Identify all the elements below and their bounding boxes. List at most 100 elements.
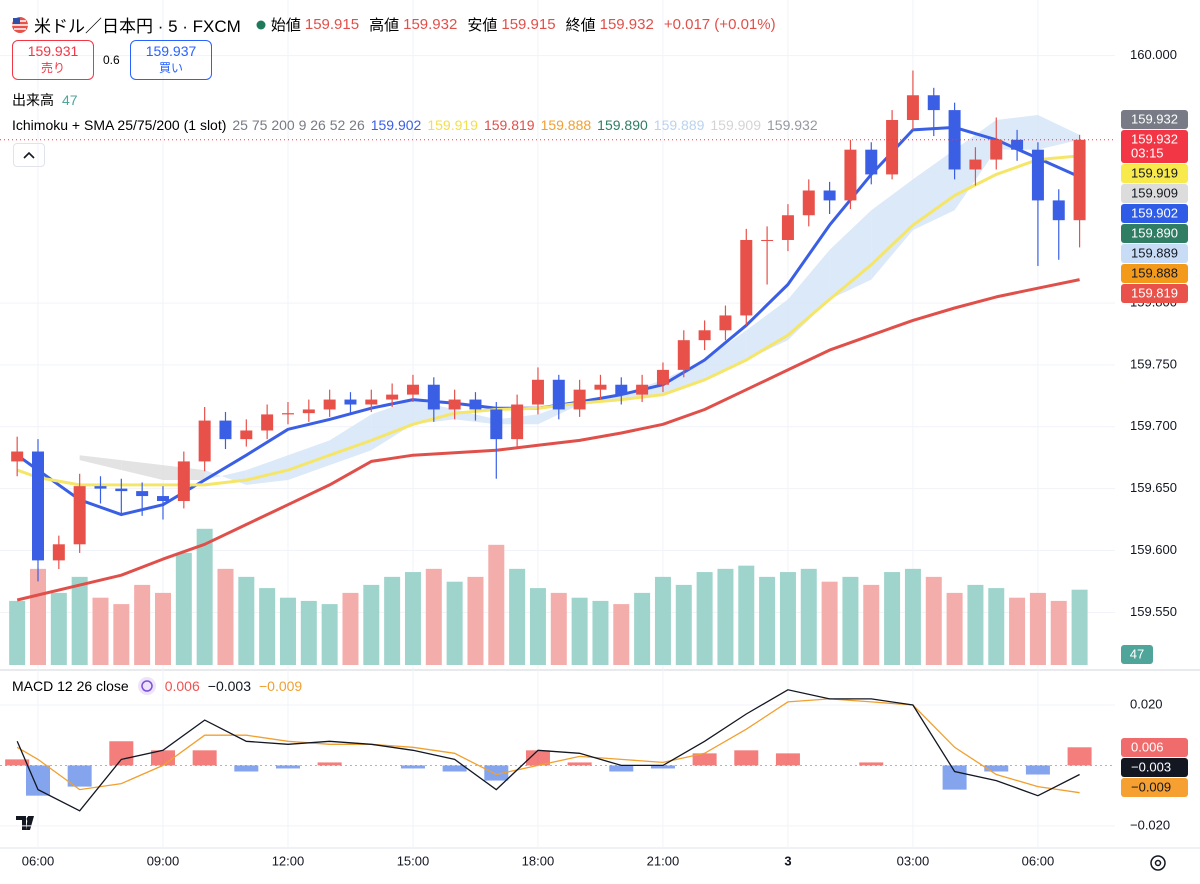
collapse-button[interactable] [13, 143, 45, 167]
volume-bar [654, 576, 671, 665]
volume-bar [529, 588, 546, 665]
candle-body [427, 384, 440, 410]
volume-bar [759, 576, 776, 665]
cloud-segment [829, 210, 872, 300]
flag-icon [12, 16, 28, 33]
volume-bar [613, 604, 630, 665]
chevron-icon [23, 151, 35, 159]
y-tick-label: 160.000 [1130, 47, 1177, 62]
volume-bar [217, 568, 234, 665]
candle-body [302, 409, 315, 414]
volume-bar [134, 584, 151, 665]
volume-bar [988, 588, 1005, 665]
macd-value: −0.003 [207, 678, 251, 694]
candle-body [365, 399, 378, 405]
candle-body [115, 488, 128, 492]
candle-body [552, 379, 565, 410]
candle-body [469, 399, 482, 410]
x-tick-label: 06:00 [22, 853, 55, 868]
candle-body [1052, 200, 1065, 221]
candle-body [323, 399, 336, 410]
buy-price: 159.937 [145, 43, 197, 59]
histogram-bar [942, 765, 967, 790]
volume-bar [384, 576, 401, 665]
histogram-bar [275, 765, 300, 769]
moving-average-line [16, 278, 1080, 602]
macd-name[interactable]: MACD 12 26 close [12, 678, 129, 694]
indicator-name[interactable]: Ichimoku + SMA 25/75/200 (1 slot) [12, 117, 227, 133]
volume-bar [675, 584, 692, 665]
histogram-bar [5, 759, 30, 766]
price-label-box [1121, 284, 1188, 303]
volume-bar [279, 597, 296, 665]
price-label: 159.902 [1131, 205, 1178, 220]
sell-price: 159.931 [27, 43, 79, 59]
volume-bar [925, 576, 942, 665]
candle-body [73, 486, 86, 545]
volume-bar [363, 584, 380, 665]
volume-label-box [1121, 645, 1153, 664]
candle-body [1011, 139, 1024, 150]
indicator-value: 159.889 [653, 117, 705, 133]
cloud-segment [287, 440, 330, 480]
candle-body [698, 330, 711, 341]
cloud-segment [329, 414, 372, 466]
histogram-bar [234, 765, 259, 772]
volume-bar [92, 597, 109, 665]
candle-body [31, 451, 44, 561]
volume-bar [9, 600, 26, 665]
volume-bar [1009, 597, 1026, 665]
candle-body [511, 404, 524, 440]
cloud-segment [787, 249, 830, 341]
sell-button[interactable]: 159.931 売り [12, 40, 94, 80]
histogram-bar [1025, 765, 1050, 775]
candle-body [990, 139, 1003, 160]
indicator-params: 25 75 200 9 26 52 26 [232, 117, 365, 133]
volume-bar [717, 568, 734, 665]
price-label-box [1121, 184, 1188, 203]
volume-legend: 出来高 47 [12, 90, 78, 110]
volume-label: 47 [1130, 646, 1144, 661]
settings-icon[interactable] [1150, 855, 1166, 871]
tv-logo [16, 816, 34, 830]
buy-button[interactable]: 159.937 買い [130, 40, 212, 80]
histogram-bar [567, 762, 592, 766]
candle-body [490, 409, 503, 440]
candle-body [969, 159, 982, 170]
candle-body [844, 149, 857, 201]
histogram-bar [109, 741, 134, 766]
cloud-segment [704, 330, 747, 380]
volume-bar [696, 572, 713, 665]
candle-body [386, 394, 399, 400]
candle-body [219, 420, 232, 440]
price-label: 159.888 [1131, 265, 1178, 280]
price-label-box [1121, 204, 1188, 223]
volume-bar [154, 592, 171, 665]
y-tick-label: 159.750 [1130, 356, 1177, 371]
histogram-bar [317, 762, 342, 766]
price-label-box [1121, 164, 1188, 183]
volume-bar [1050, 600, 1067, 665]
y-tick-label: 159.600 [1130, 542, 1177, 557]
price-label-box [1121, 264, 1188, 283]
symbol[interactable]: 米ドル／日本円 · 5 · FXCM [34, 17, 241, 36]
candle-body [615, 384, 628, 395]
price-label-box [1121, 758, 1188, 777]
histogram-bar [442, 765, 467, 772]
ohlc-value: 159.915 [304, 16, 360, 33]
histogram-bar [650, 765, 675, 769]
price-label: 159.932 [1131, 131, 1178, 146]
x-tick-label: 12:00 [272, 853, 305, 868]
x-tick-label: 18:00 [522, 853, 555, 868]
candle-body [656, 369, 669, 385]
volume-bar [467, 576, 484, 665]
candle-body [136, 491, 149, 497]
x-tick-label: 06:00 [1022, 853, 1055, 868]
macd-line [16, 689, 1080, 812]
spread: 0.6 [103, 53, 120, 67]
histogram-bar [692, 753, 717, 766]
status-dot [256, 20, 266, 29]
histogram-bar [984, 765, 1009, 772]
volume-bar [863, 584, 880, 665]
